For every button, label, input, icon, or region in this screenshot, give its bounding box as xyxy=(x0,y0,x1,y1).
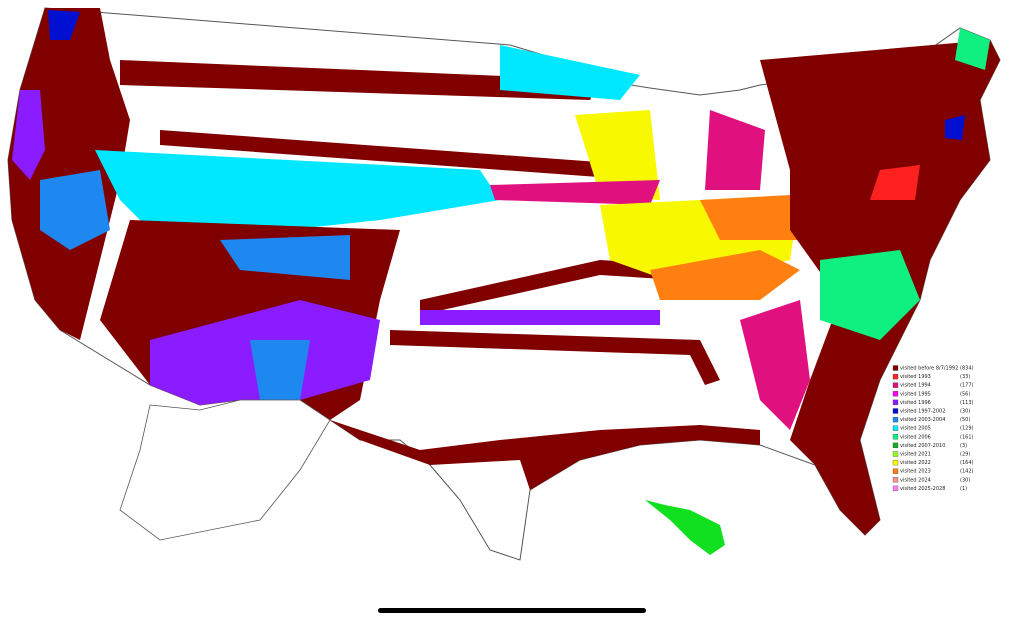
legend-swatch xyxy=(892,451,899,457)
band xyxy=(420,310,660,325)
region xyxy=(220,235,350,280)
legend-swatch xyxy=(892,425,899,431)
legend-label: visited 2007-2010 xyxy=(900,443,945,449)
home-indicator xyxy=(378,608,646,613)
band xyxy=(120,60,600,100)
legend-count: (50) xyxy=(960,417,970,423)
legend-label: visited 2006 xyxy=(900,434,931,440)
legend-count: (3) xyxy=(960,443,967,449)
us-map xyxy=(7,7,1001,561)
legend-label: visited 2005 xyxy=(900,426,931,432)
legend-label: visited 2021 xyxy=(900,452,931,458)
region xyxy=(650,250,800,300)
band xyxy=(160,130,640,180)
legend-count: (56) xyxy=(960,391,970,397)
region xyxy=(575,110,660,200)
legend-label: visited 1997-2002 xyxy=(900,409,945,415)
legend-label: visited 1996 xyxy=(900,400,931,406)
region xyxy=(250,340,310,400)
legend-swatch xyxy=(892,416,899,423)
legend-swatch xyxy=(892,468,899,474)
legend-count: (113) xyxy=(960,400,973,406)
band xyxy=(330,420,760,490)
legend-count: (30) xyxy=(960,477,970,483)
region xyxy=(500,45,640,100)
region xyxy=(955,28,990,70)
legend-count: (129) xyxy=(960,426,973,432)
region xyxy=(40,170,110,250)
legend-count: (161) xyxy=(960,434,973,440)
legend-count: (30) xyxy=(960,409,970,415)
legend-swatch xyxy=(892,408,899,414)
legend-label: visited 1995 xyxy=(900,391,931,397)
region xyxy=(48,10,80,40)
legend-count: (29) xyxy=(960,452,970,458)
region xyxy=(700,195,800,240)
region xyxy=(95,150,500,235)
alaska-outline xyxy=(119,399,331,541)
region xyxy=(740,300,810,430)
region xyxy=(12,90,45,180)
legend-label: visited 2023 xyxy=(900,469,931,475)
legend-swatch xyxy=(892,391,899,397)
legend-label: visited 1994 xyxy=(900,383,931,389)
region xyxy=(820,250,920,340)
legend-swatch xyxy=(892,459,899,466)
legend-count: (164) xyxy=(960,460,973,466)
band xyxy=(390,330,720,385)
region xyxy=(705,110,765,190)
legend-swatch xyxy=(892,373,899,380)
legend-label: visited 2024 xyxy=(900,477,931,483)
legend-label: visited 2022 xyxy=(900,460,931,466)
legend-label: visited 2003-2004 xyxy=(900,417,945,423)
legend-swatch xyxy=(892,477,899,483)
legend-swatch xyxy=(892,382,899,388)
region xyxy=(490,180,660,205)
legend-swatch xyxy=(892,399,899,406)
hawaii xyxy=(645,500,725,555)
legend-swatch xyxy=(892,485,899,492)
legend-label: visited 1993 xyxy=(900,374,931,380)
legend-label: visited before 8/7/1992 xyxy=(900,366,958,372)
legend-swatch xyxy=(892,442,899,449)
legend-swatch xyxy=(892,434,899,440)
legend-swatch xyxy=(892,365,899,371)
legend-count: (33) xyxy=(960,374,970,380)
legend-count: (177) xyxy=(960,383,973,389)
region xyxy=(945,115,965,140)
legend-label: visited 2025-2028 xyxy=(900,486,945,492)
region xyxy=(870,165,920,200)
legend: visited before 8/7/1992 (834) visited 1993… xyxy=(892,365,973,492)
legend-count: (1) xyxy=(960,486,967,492)
legend-count: (834) xyxy=(960,366,973,372)
legend-count: (142) xyxy=(960,469,973,475)
